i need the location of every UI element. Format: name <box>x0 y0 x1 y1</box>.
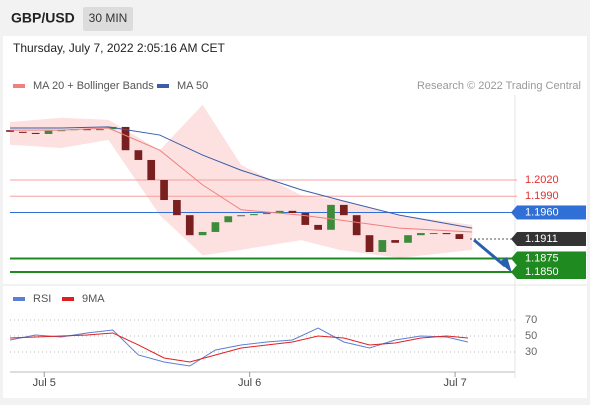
candle <box>416 233 425 236</box>
legend-swatch <box>13 84 25 88</box>
level-box <box>517 265 586 280</box>
level-pointer <box>511 265 517 280</box>
legend-swatch <box>157 84 169 88</box>
ma-line <box>10 127 473 233</box>
candle <box>378 240 387 252</box>
candle <box>160 179 168 201</box>
plot: MA 20 + Bollinger Bands MA 50 Research © 2… <box>6 80 586 389</box>
candle <box>134 150 143 160</box>
legend-label: RSI <box>33 293 51 305</box>
x-tick-label: Jul 7 <box>443 377 466 389</box>
candle <box>237 215 245 217</box>
candle <box>6 130 14 132</box>
candle <box>262 213 271 215</box>
candle <box>44 130 53 134</box>
legend-label: MA 20 + Bollinger Bands <box>33 80 154 92</box>
y-tick-label: 30 <box>525 346 537 358</box>
candle <box>121 126 130 151</box>
indicator-line <box>9 327 469 367</box>
candle <box>275 210 284 214</box>
candle <box>224 216 233 223</box>
y-tick-label: 50 <box>525 330 537 342</box>
forecast-arrowhead <box>499 257 512 273</box>
candle <box>404 235 412 243</box>
x-tick-label: Jul 5 <box>33 377 56 389</box>
level-pointer <box>511 251 517 266</box>
candle <box>185 215 194 236</box>
level-label: 1.1875 <box>525 252 559 264</box>
level-label: 1.1850 <box>525 266 559 278</box>
level-label: 1.1960 <box>525 206 559 218</box>
indicator-line <box>9 332 468 363</box>
candle <box>173 200 181 216</box>
ma-line <box>10 126 473 229</box>
candle <box>327 204 335 230</box>
y-tick-label: 70 <box>525 314 537 326</box>
candle <box>352 215 361 236</box>
level-label: 1.2020 <box>525 174 559 186</box>
candle <box>250 214 258 216</box>
timeframe-button[interactable] <box>83 7 133 31</box>
level-box <box>517 251 586 266</box>
candle <box>365 235 374 252</box>
level-box <box>517 205 586 220</box>
candle <box>83 129 91 131</box>
candle <box>391 240 400 243</box>
candle <box>18 131 27 133</box>
x-tick-label: Jul 6 <box>238 377 261 389</box>
source: Research © 2022 Trading Central <box>417 80 581 92</box>
candle <box>147 159 156 180</box>
candle <box>339 204 348 216</box>
candle <box>455 234 464 239</box>
candle <box>301 213 310 225</box>
candle <box>96 129 104 131</box>
timeframe[interactable]: 30 MIN <box>89 11 128 25</box>
candle <box>314 224 322 230</box>
candle <box>211 222 220 232</box>
candle <box>31 132 40 134</box>
candle <box>442 233 451 235</box>
candle <box>198 231 207 236</box>
level-box <box>517 231 586 246</box>
symbol: GBP/USD <box>11 10 75 26</box>
legend-label: MA 50 <box>177 80 208 92</box>
candle <box>288 210 297 214</box>
level-label: 1.1911 <box>525 233 558 245</box>
legend-label: 9MA <box>82 293 105 305</box>
legend-swatch <box>13 297 25 301</box>
legend-swatch <box>62 297 74 301</box>
level-pointer <box>511 231 517 246</box>
timestamp: Thursday, July 7, 2022 2:05:16 AM CET <box>13 41 226 55</box>
level-label: 1.1990 <box>525 190 559 202</box>
candle <box>429 233 438 235</box>
level-pointer <box>511 205 517 220</box>
